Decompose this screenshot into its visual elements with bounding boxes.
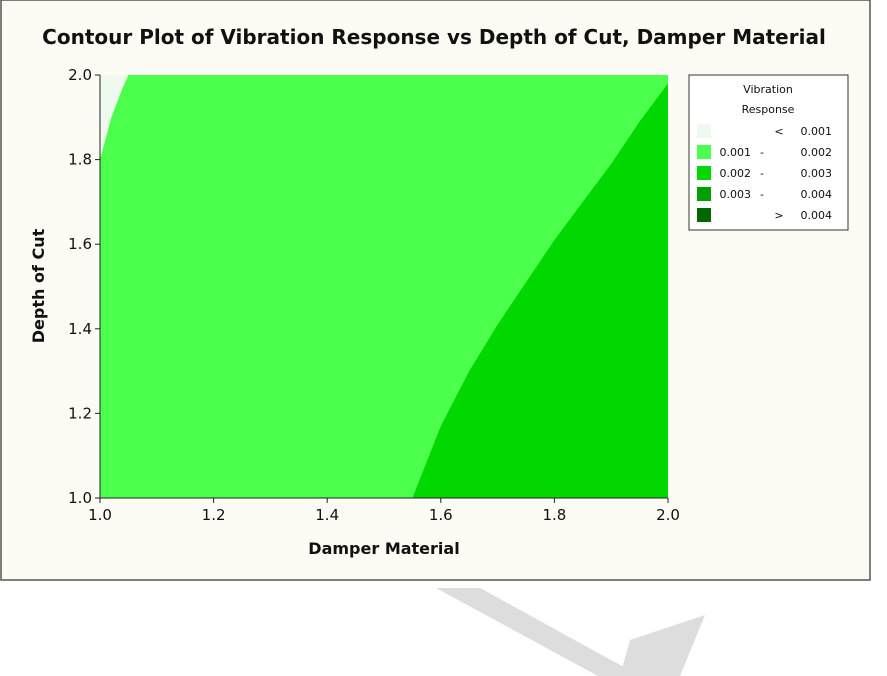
legend-swatch [697,166,711,180]
legend: Vibration Response <0.0010.001-0.0020.00… [688,74,849,231]
legend-operator: - [760,146,764,159]
watermark-arrowhead-shape [620,615,705,676]
legend-swatch [697,145,711,159]
legend-operator: < [774,125,783,138]
x-tick-label: 1.2 [202,506,226,524]
y-tick-label: 1.2 [68,404,92,422]
legend-high-value: 0.001 [801,125,833,138]
x-tick-label: 2.0 [656,506,680,524]
x-tick-label: 1.0 [88,506,112,524]
legend-high-value: 0.004 [801,209,833,222]
contour-region-below-0-001 [100,75,129,160]
legend-swatch [697,124,711,138]
contour-region-0-002-0-003 [412,83,668,499]
legend-swatch [697,187,711,201]
legend-entries: <0.0010.001-0.0020.002-0.0030.003-0.004>… [697,124,832,222]
legend-low-value: 0.003 [720,188,752,201]
legend-low-value: 0.002 [720,167,752,180]
legend-high-value: 0.002 [801,146,833,159]
y-tick-label: 1.0 [68,489,92,507]
chart-title: Contour Plot of Vibration Response vs De… [42,25,826,49]
legend-title-line-1: Vibration [743,83,793,96]
y-axis-label: Depth of Cut [29,228,48,343]
watermark-arrow-shape [436,588,640,676]
legend-box [688,74,849,231]
x-tick-label: 1.4 [315,506,339,524]
x-tick-label: 1.8 [542,506,566,524]
legend-operator: > [774,209,783,222]
axes: 1.0 1.2 1.4 1.6 1.8 2.0 1.0 1.2 1.4 1.6 1.8 2.0 [68,66,680,524]
legend-swatch [697,208,711,222]
plot-area [100,75,668,499]
y-tick-label: 2.0 [68,66,92,84]
legend-title-line-2: Response [742,103,795,116]
legend-high-value: 0.004 [801,188,833,201]
y-tick-label: 1.6 [68,235,92,253]
y-tick-label: 1.4 [68,320,92,338]
legend-high-value: 0.003 [801,167,833,180]
legend-low-value: 0.001 [720,146,752,159]
x-tick-label: 1.6 [429,506,453,524]
y-tick-label: 1.8 [68,151,92,169]
legend-operator: - [760,167,764,180]
x-axis-label: Damper Material [308,539,459,558]
legend-operator: - [760,188,764,201]
